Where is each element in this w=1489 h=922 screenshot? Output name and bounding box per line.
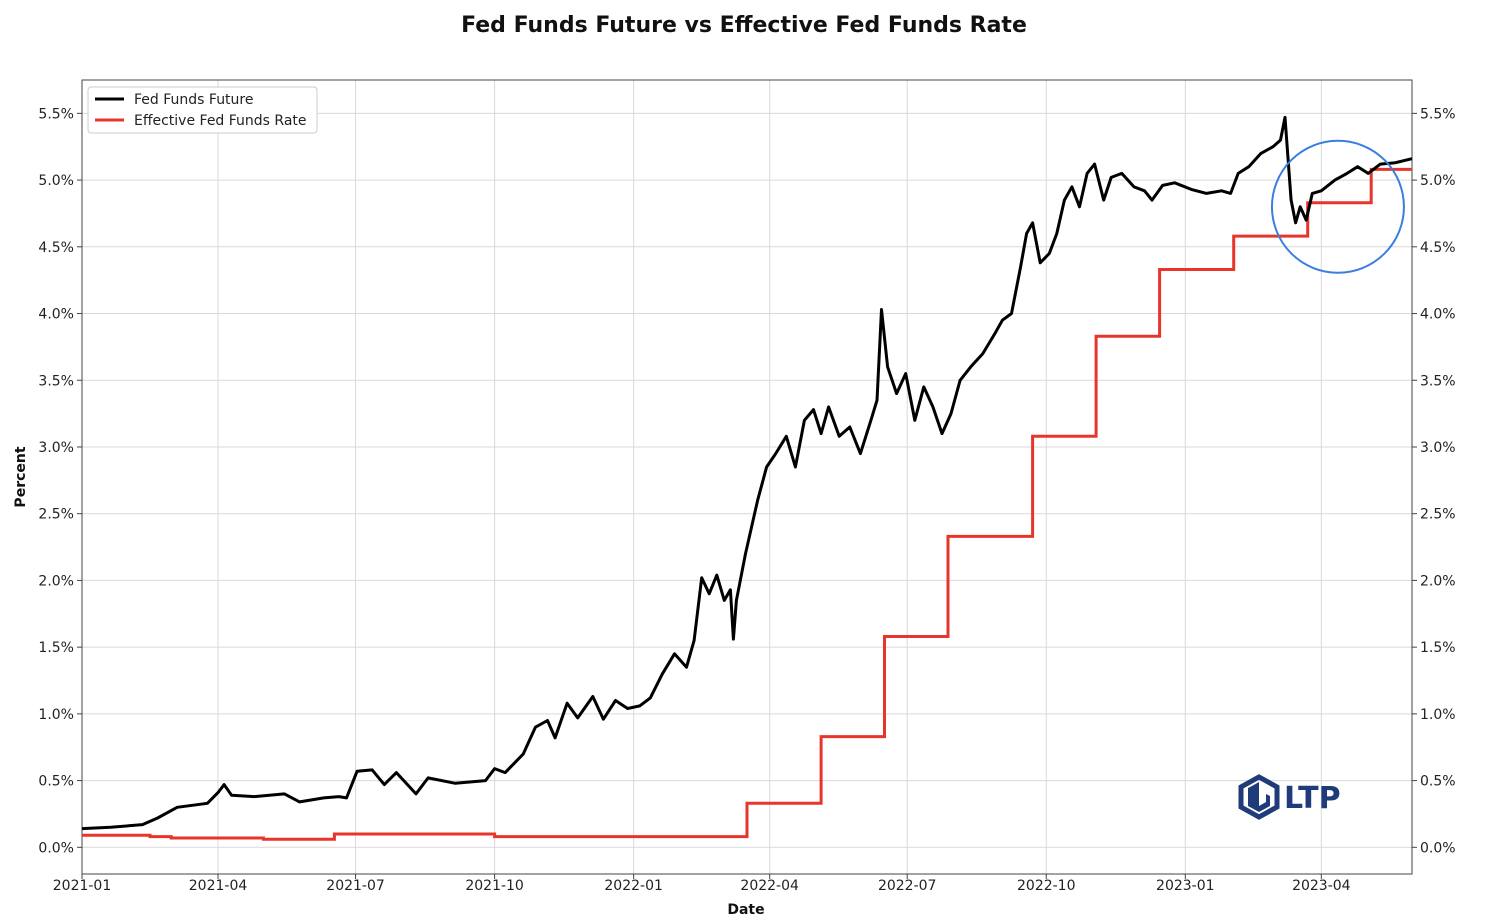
y-tick-label: 4.0% bbox=[1420, 307, 1456, 323]
series-line-fed-funds-future bbox=[81, 115, 1413, 831]
x-axis-label: Date bbox=[727, 902, 764, 918]
y-tick-label: 5.5% bbox=[38, 106, 74, 122]
y-tick-label: 3.0% bbox=[1420, 440, 1456, 456]
grid bbox=[81, 80, 1412, 874]
legend-label-effective-rate: Effective Fed Funds Rate bbox=[134, 113, 307, 129]
y-tick-label: 1.5% bbox=[38, 640, 74, 656]
y-tick-label: 2.5% bbox=[1420, 507, 1456, 523]
plot-frame bbox=[81, 79, 1413, 875]
x-tick-label: 2023-01 bbox=[1156, 878, 1215, 894]
series-line-effective-fed-funds-rate bbox=[82, 167, 1412, 841]
legend: Fed Funds Future Effective Fed Funds Rat… bbox=[87, 86, 318, 134]
y-tick-label: 4.5% bbox=[38, 240, 74, 256]
y-tick-label: 2.5% bbox=[38, 507, 74, 523]
ltp-logo: LTP bbox=[1238, 774, 1341, 820]
y-tick-label: 3.5% bbox=[38, 373, 74, 389]
logo-mark-icon bbox=[1248, 782, 1270, 812]
y-tick-label: 2.0% bbox=[1420, 573, 1456, 589]
y-tick-label: 0.5% bbox=[38, 774, 74, 790]
y-axis-left: 0.0% 0.5% 1.0% 1.5% 2.0% 2.5% 3.0% 3.5% 4.0% 4.5%… bbox=[38, 106, 82, 856]
logo-hex-icon bbox=[1238, 774, 1280, 820]
highlight-circle bbox=[1270, 139, 1405, 274]
x-tick-label: 2023-04 bbox=[1292, 878, 1351, 894]
y-tick-label: 1.0% bbox=[38, 707, 74, 723]
x-tick-label: 2022-01 bbox=[604, 878, 663, 894]
y-tick-label: 0.0% bbox=[38, 840, 74, 856]
y-tick-label: 0.0% bbox=[1420, 840, 1456, 856]
y-axis-right: 0.0% 0.5% 1.0% 1.5% 2.0% 2.5% 3.0% 3.5% 4.0% 4.5%… bbox=[1412, 106, 1456, 856]
x-tick-label: 2022-04 bbox=[740, 878, 799, 894]
y-tick-label: 5.5% bbox=[1420, 106, 1456, 122]
legend-label-fed-funds-future: Fed Funds Future bbox=[134, 92, 254, 108]
y-tick-label: 0.5% bbox=[1420, 774, 1456, 790]
x-axis: 2021-01 2021-04 2021-07 2021-10 2022-01 2022-… bbox=[53, 874, 1351, 894]
y-tick-label: 5.0% bbox=[1420, 173, 1456, 189]
y-tick-label: 5.0% bbox=[38, 173, 74, 189]
y-tick-label: 4.5% bbox=[1420, 240, 1456, 256]
chart-title: Fed Funds Future vs Effective Fed Funds … bbox=[461, 13, 1027, 38]
y-tick-label: 3.5% bbox=[1420, 373, 1456, 389]
y-tick-label: 2.0% bbox=[38, 573, 74, 589]
legend-box bbox=[87, 86, 318, 134]
x-tick-label: 2022-07 bbox=[878, 878, 937, 894]
y-tick-label: 1.5% bbox=[1420, 640, 1456, 656]
logo-text: LTP bbox=[1284, 781, 1341, 816]
x-tick-label: 2021-04 bbox=[189, 878, 248, 894]
x-tick-label: 2021-10 bbox=[465, 878, 524, 894]
y-tick-label: 1.0% bbox=[1420, 707, 1456, 723]
y-axis-label: Percent bbox=[13, 446, 29, 507]
x-tick-label: 2021-07 bbox=[326, 878, 385, 894]
series-lines bbox=[81, 115, 1413, 841]
x-tick-label: 2022-10 bbox=[1017, 878, 1076, 894]
y-tick-label: 4.0% bbox=[38, 307, 74, 323]
x-tick-label: 2021-01 bbox=[53, 878, 112, 894]
y-tick-label: 3.0% bbox=[38, 440, 74, 456]
